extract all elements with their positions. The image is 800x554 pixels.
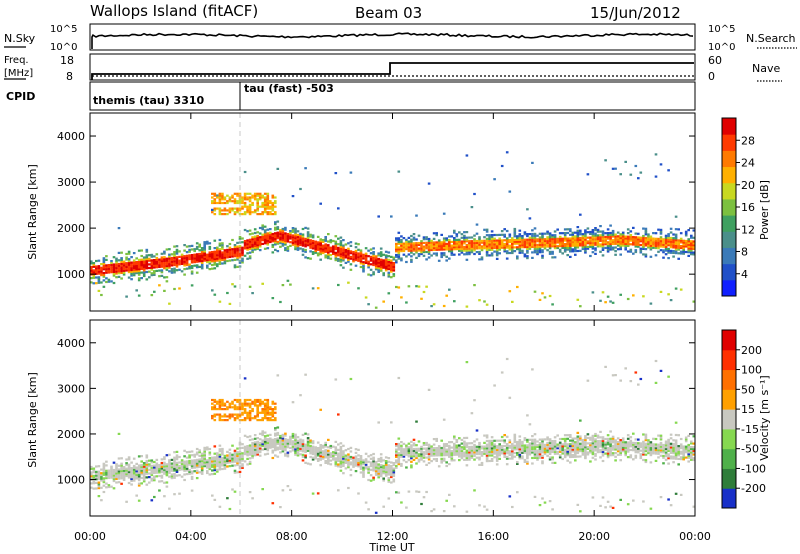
nsearch-tick-top: 10^5 xyxy=(708,24,735,35)
velocity-colorbar-tick--100: -100 xyxy=(741,462,766,475)
power-colorbar-swatch-10 xyxy=(722,118,736,135)
velocity-x-tick-6: 00:00 xyxy=(679,530,711,543)
velocity-y-label: Slant Range [km] xyxy=(26,372,39,468)
freq-panel: Freq. [MHz] 18 8 60 0 Nave xyxy=(4,53,782,83)
date-title: 15/Jun/2012 xyxy=(590,4,681,22)
power-colorbar-tick-4: 4 xyxy=(741,268,748,281)
velocity-colorbar-swatch-5 xyxy=(722,389,736,410)
cpid-mode-2: tau (fast) -503 xyxy=(244,82,334,95)
velocity-colorbar-swatch-4 xyxy=(722,409,736,430)
nsky-label: N.Sky xyxy=(4,32,36,45)
velocity-x-tick-4: 16:00 xyxy=(477,530,509,543)
velocity-y-tick-3000: 3000 xyxy=(57,382,85,395)
velocity-colorbar-swatch-7 xyxy=(722,349,736,371)
x-axis-label: Time UT xyxy=(368,541,414,554)
velocity-colorbar-tick-15: 15 xyxy=(741,403,755,416)
frequency-trace xyxy=(91,62,694,80)
power-y-tick-4000: 4000 xyxy=(57,130,85,143)
velocity-colorbar-swatch-2 xyxy=(722,448,736,469)
power-y-tick-2000: 2000 xyxy=(57,222,85,235)
nave-tick-top: 60 xyxy=(708,54,722,67)
nsky-trace xyxy=(91,32,694,49)
velocity-colorbar-swatch-6 xyxy=(722,369,736,390)
power-colorbar-tick-16: 16 xyxy=(741,201,755,214)
velocity-y-tick-1000: 1000 xyxy=(57,474,85,487)
power-y-axis: 1000 2000 3000 4000 xyxy=(57,130,695,281)
nave-label: Nave xyxy=(752,62,780,75)
power-colorbar-swatch-7 xyxy=(722,166,736,184)
power-colorbar-swatch-9 xyxy=(722,134,736,151)
power-colorbar: 4 8 12 16 20 24 28 xyxy=(721,117,755,297)
velocity-colorbar-tick-100: 100 xyxy=(741,364,762,377)
velocity-colorbar-tick--50: -50 xyxy=(741,443,759,456)
velocity-colorbar-tick-200: 200 xyxy=(741,344,762,357)
beam-title: Beam 03 xyxy=(355,4,422,22)
power-panel: 1000 2000 3000 4000 Slant Range [km] 4 8 12 16… xyxy=(26,112,771,312)
velocity-panel: 1000 2000 3000 4000 00:00 04:00 08:00 12:00 16:… xyxy=(26,319,771,543)
power-x-axis-ticks xyxy=(89,113,696,311)
velocity-colorbar-tick-50: 50 xyxy=(741,383,755,396)
velocity-colorbar-swatch-1 xyxy=(722,468,736,489)
power-colorbar-swatch-1 xyxy=(722,263,736,281)
nsky-panel: N.Sky 10^5 10^0 10^5 10^0 N.Search xyxy=(4,23,797,53)
power-colorbar-tick-8: 8 xyxy=(741,246,748,259)
power-heatmap xyxy=(90,151,696,309)
power-y-tick-1000: 1000 xyxy=(57,268,85,281)
nave-tick-bottom: 0 xyxy=(708,70,715,83)
freq-label-line2: [MHz] xyxy=(4,68,33,79)
power-colorbar-tick-20: 20 xyxy=(741,179,755,192)
power-colorbar-swatch-5 xyxy=(722,198,736,216)
velocity-x-tick-3: 12:00 xyxy=(377,530,409,543)
velocity-y-tick-4000: 4000 xyxy=(57,337,85,350)
power-colorbar-swatch-6 xyxy=(722,182,736,200)
velocity-x-tick-5: 20:00 xyxy=(578,530,610,543)
velocity-colorbar: 200 100 50 15 -15 -50 -100 -200 xyxy=(721,329,766,509)
velocity-x-tick-2: 08:00 xyxy=(276,530,308,543)
power-colorbar-tick-28: 28 xyxy=(741,134,755,147)
velocity-y-axis: 1000 2000 3000 4000 xyxy=(57,337,695,487)
power-colorbar-tick-12: 12 xyxy=(741,223,755,236)
velocity-x-axis: 00:00 04:00 08:00 12:00 16:00 20:00 00:00 xyxy=(74,320,711,543)
velocity-colorbar-swatch-0 xyxy=(722,488,736,509)
freq-tick-bottom: 8 xyxy=(66,70,73,83)
station-title: Wallops Island (fitACF) xyxy=(90,2,258,20)
cpid-mode-1: themis (tau) 3310 xyxy=(93,94,205,107)
nsky-tick-bottom: 10^0 xyxy=(50,42,77,53)
cpid-panel: CPID themis (tau) 3310 tau (fast) -503 xyxy=(6,81,696,111)
power-colorbar-swatch-2 xyxy=(722,247,736,265)
power-y-label: Slant Range [km] xyxy=(26,164,39,260)
velocity-x-tick-0: 00:00 xyxy=(74,530,106,543)
power-y-tick-3000: 3000 xyxy=(57,176,85,189)
velocity-y-tick-2000: 2000 xyxy=(57,428,85,441)
power-colorbar-swatch-0 xyxy=(722,279,736,297)
freq-tick-top: 18 xyxy=(60,54,74,67)
power-colorbar-tick-24: 24 xyxy=(741,157,755,170)
velocity-colorbar-label: Velocity [m s⁻¹] xyxy=(758,375,771,460)
nsearch-tick-bottom: 10^0 xyxy=(708,42,735,53)
nsearch-label: N.Search xyxy=(746,32,796,45)
cpid-label: CPID xyxy=(6,90,35,103)
freq-label-line1: Freq. xyxy=(4,55,29,66)
velocity-colorbar-swatch-3 xyxy=(722,428,736,450)
velocity-heatmap xyxy=(90,357,696,514)
power-colorbar-swatch-3 xyxy=(722,231,736,248)
power-colorbar-swatch-8 xyxy=(722,150,736,168)
velocity-colorbar-tick--200: -200 xyxy=(741,482,766,495)
power-colorbar-label: Power [dB] xyxy=(758,180,771,240)
velocity-colorbar-tick--15: -15 xyxy=(741,423,759,436)
nsky-tick-top: 10^5 xyxy=(50,24,77,35)
velocity-colorbar-swatch-8 xyxy=(722,330,736,351)
power-colorbar-swatch-4 xyxy=(722,215,736,232)
velocity-x-tick-1: 04:00 xyxy=(175,530,207,543)
